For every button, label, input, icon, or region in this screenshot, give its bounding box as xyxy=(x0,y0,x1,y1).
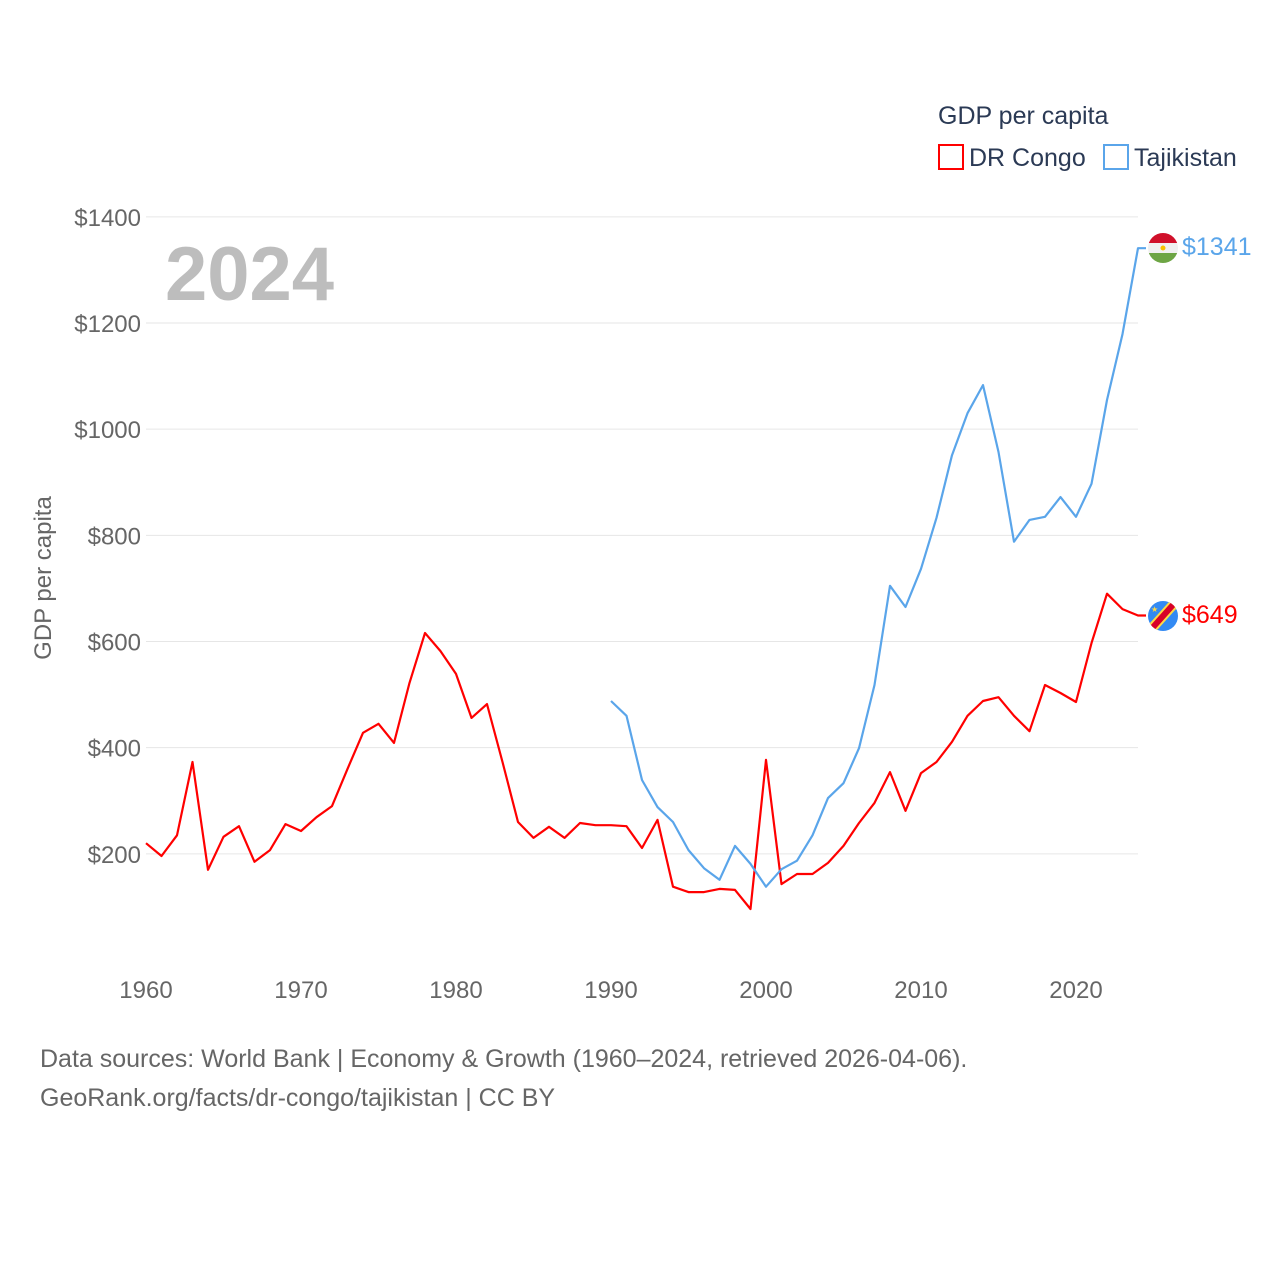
y-tick-label: $800 xyxy=(88,523,141,550)
x-tick-label: 1960 xyxy=(119,977,172,1004)
y-tick-label: $400 xyxy=(88,736,141,763)
x-tick-label: 2010 xyxy=(894,977,947,1004)
source-line: Data sources: World Bank | Economy & Gro… xyxy=(40,1045,968,1073)
legend-item-dr-congo[interactable]: DR Congo xyxy=(938,144,1086,172)
source-url-line[interactable]: GeoRank.org/facts/dr-congo/tajikistan | … xyxy=(40,1084,556,1112)
y-tick-label: $1400 xyxy=(74,205,141,232)
legend-label-tajikistan: Tajikistan xyxy=(1134,144,1237,172)
y-tick-label: $600 xyxy=(88,630,141,657)
y-axis-label: GDP per capita xyxy=(30,496,57,660)
dr-congo-flag-icon: ★ xyxy=(1148,601,1178,631)
legend-title: GDP per capita xyxy=(938,102,1109,130)
legend-item-tajikistan[interactable]: Tajikistan xyxy=(1103,144,1237,172)
end-label-tajikistan: $1341 xyxy=(1182,233,1252,261)
x-tick-label: 1990 xyxy=(584,977,637,1004)
end-label-dr-congo: $649 xyxy=(1182,601,1238,629)
legend-swatch-tajikistan xyxy=(1103,144,1129,170)
tajikistan-flag-icon xyxy=(1148,233,1178,263)
x-tick-label: 2000 xyxy=(739,977,792,1004)
x-tick-label: 1980 xyxy=(429,977,482,1004)
series-line-tajikistan xyxy=(610,247,1146,888)
y-tick-label: $200 xyxy=(88,842,141,869)
legend-swatch-dr-congo xyxy=(938,144,964,170)
year-watermark: 2024 xyxy=(165,232,334,317)
x-tick-label: 1970 xyxy=(274,977,327,1004)
y-tick-label: $1200 xyxy=(74,311,141,338)
svg-text:★: ★ xyxy=(1151,605,1158,614)
series-line-dr-congo xyxy=(145,592,1146,911)
y-tick-label: $1000 xyxy=(74,417,141,444)
x-tick-label: 2020 xyxy=(1049,977,1102,1004)
legend-label-dr-congo: DR Congo xyxy=(969,144,1086,172)
